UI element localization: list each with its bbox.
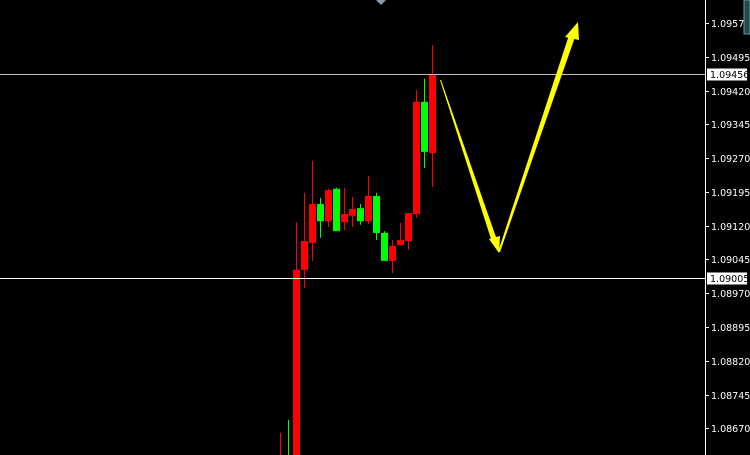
candle[interactable] bbox=[341, 187, 348, 231]
y-tick-label: 1.09495 bbox=[711, 53, 750, 64]
candle-body bbox=[381, 232, 388, 261]
candle-body bbox=[373, 195, 380, 233]
horizontal-lines-layer bbox=[0, 74, 705, 279]
candle[interactable] bbox=[373, 192, 380, 241]
y-tick-label: 1.09045 bbox=[711, 255, 750, 266]
candle[interactable] bbox=[421, 78, 428, 169]
down-arrow-shaft[interactable] bbox=[440, 80, 497, 242]
y-tick-label: 1.08745 bbox=[711, 391, 750, 402]
y-tick-label: 1.09420 bbox=[711, 87, 750, 98]
y-tick-label: 1.09195 bbox=[711, 188, 750, 199]
candle-body bbox=[293, 269, 300, 455]
candle-body bbox=[421, 101, 428, 152]
price-tag-label: 1.09456 bbox=[710, 70, 749, 81]
candle-body bbox=[389, 245, 396, 261]
candle[interactable] bbox=[365, 176, 372, 224]
down-arrow-head[interactable] bbox=[489, 236, 500, 253]
candle-body bbox=[349, 209, 356, 216]
arrow-annotations[interactable] bbox=[440, 22, 579, 253]
candle[interactable] bbox=[349, 196, 356, 228]
candle-body bbox=[365, 195, 372, 222]
candle-body bbox=[405, 213, 412, 242]
candle[interactable] bbox=[309, 160, 316, 261]
candle[interactable] bbox=[357, 204, 364, 225]
y-tick-label: 1.08895 bbox=[711, 323, 750, 334]
candle[interactable] bbox=[381, 231, 388, 261]
chart-shift-marker-icon[interactable] bbox=[376, 0, 386, 5]
price-tag bbox=[707, 68, 747, 81]
y-tick-label: 1.08670 bbox=[711, 424, 750, 435]
candle[interactable] bbox=[317, 197, 324, 238]
candle-body bbox=[397, 240, 404, 246]
candle[interactable] bbox=[293, 222, 300, 455]
candle[interactable] bbox=[333, 187, 340, 232]
candle-body bbox=[317, 204, 324, 222]
y-tick-label: 1.09120 bbox=[711, 222, 750, 233]
price-tag bbox=[707, 272, 747, 285]
price-axis[interactable]: 1.09570 1.09495 1.09420 1.09345 1.09270 1.091… bbox=[705, 19, 750, 435]
candle-body bbox=[341, 213, 348, 223]
candle[interactable] bbox=[397, 223, 404, 246]
candle-body bbox=[301, 241, 308, 270]
candle[interactable] bbox=[413, 90, 420, 219]
candle-body bbox=[333, 188, 340, 232]
candle-body bbox=[357, 208, 364, 222]
y-tick-label: 1.08970 bbox=[711, 289, 750, 300]
candle-body bbox=[325, 190, 332, 222]
indicator-window-icon[interactable] bbox=[743, 0, 750, 35]
candle[interactable] bbox=[325, 188, 332, 228]
price-tag-label: 1.09005 bbox=[710, 274, 749, 285]
candle[interactable] bbox=[389, 240, 396, 273]
y-tick-label: 1.09270 bbox=[711, 154, 750, 165]
y-tick-label: 1.09345 bbox=[711, 120, 750, 131]
candle-body bbox=[309, 204, 316, 243]
y-tick-label: 1.08820 bbox=[711, 357, 750, 368]
price-tags: 1.09456 1.09005 bbox=[707, 68, 749, 285]
candle[interactable] bbox=[429, 45, 436, 187]
up-arrow-head[interactable] bbox=[565, 22, 579, 40]
up-arrow-shaft[interactable] bbox=[498, 35, 575, 252]
candle-body bbox=[413, 101, 420, 214]
y-tick-label: 1.09570 bbox=[711, 19, 750, 30]
candle[interactable] bbox=[405, 213, 412, 251]
candle-body bbox=[429, 74, 436, 154]
candle[interactable] bbox=[301, 192, 308, 288]
candles-layer bbox=[280, 45, 436, 455]
